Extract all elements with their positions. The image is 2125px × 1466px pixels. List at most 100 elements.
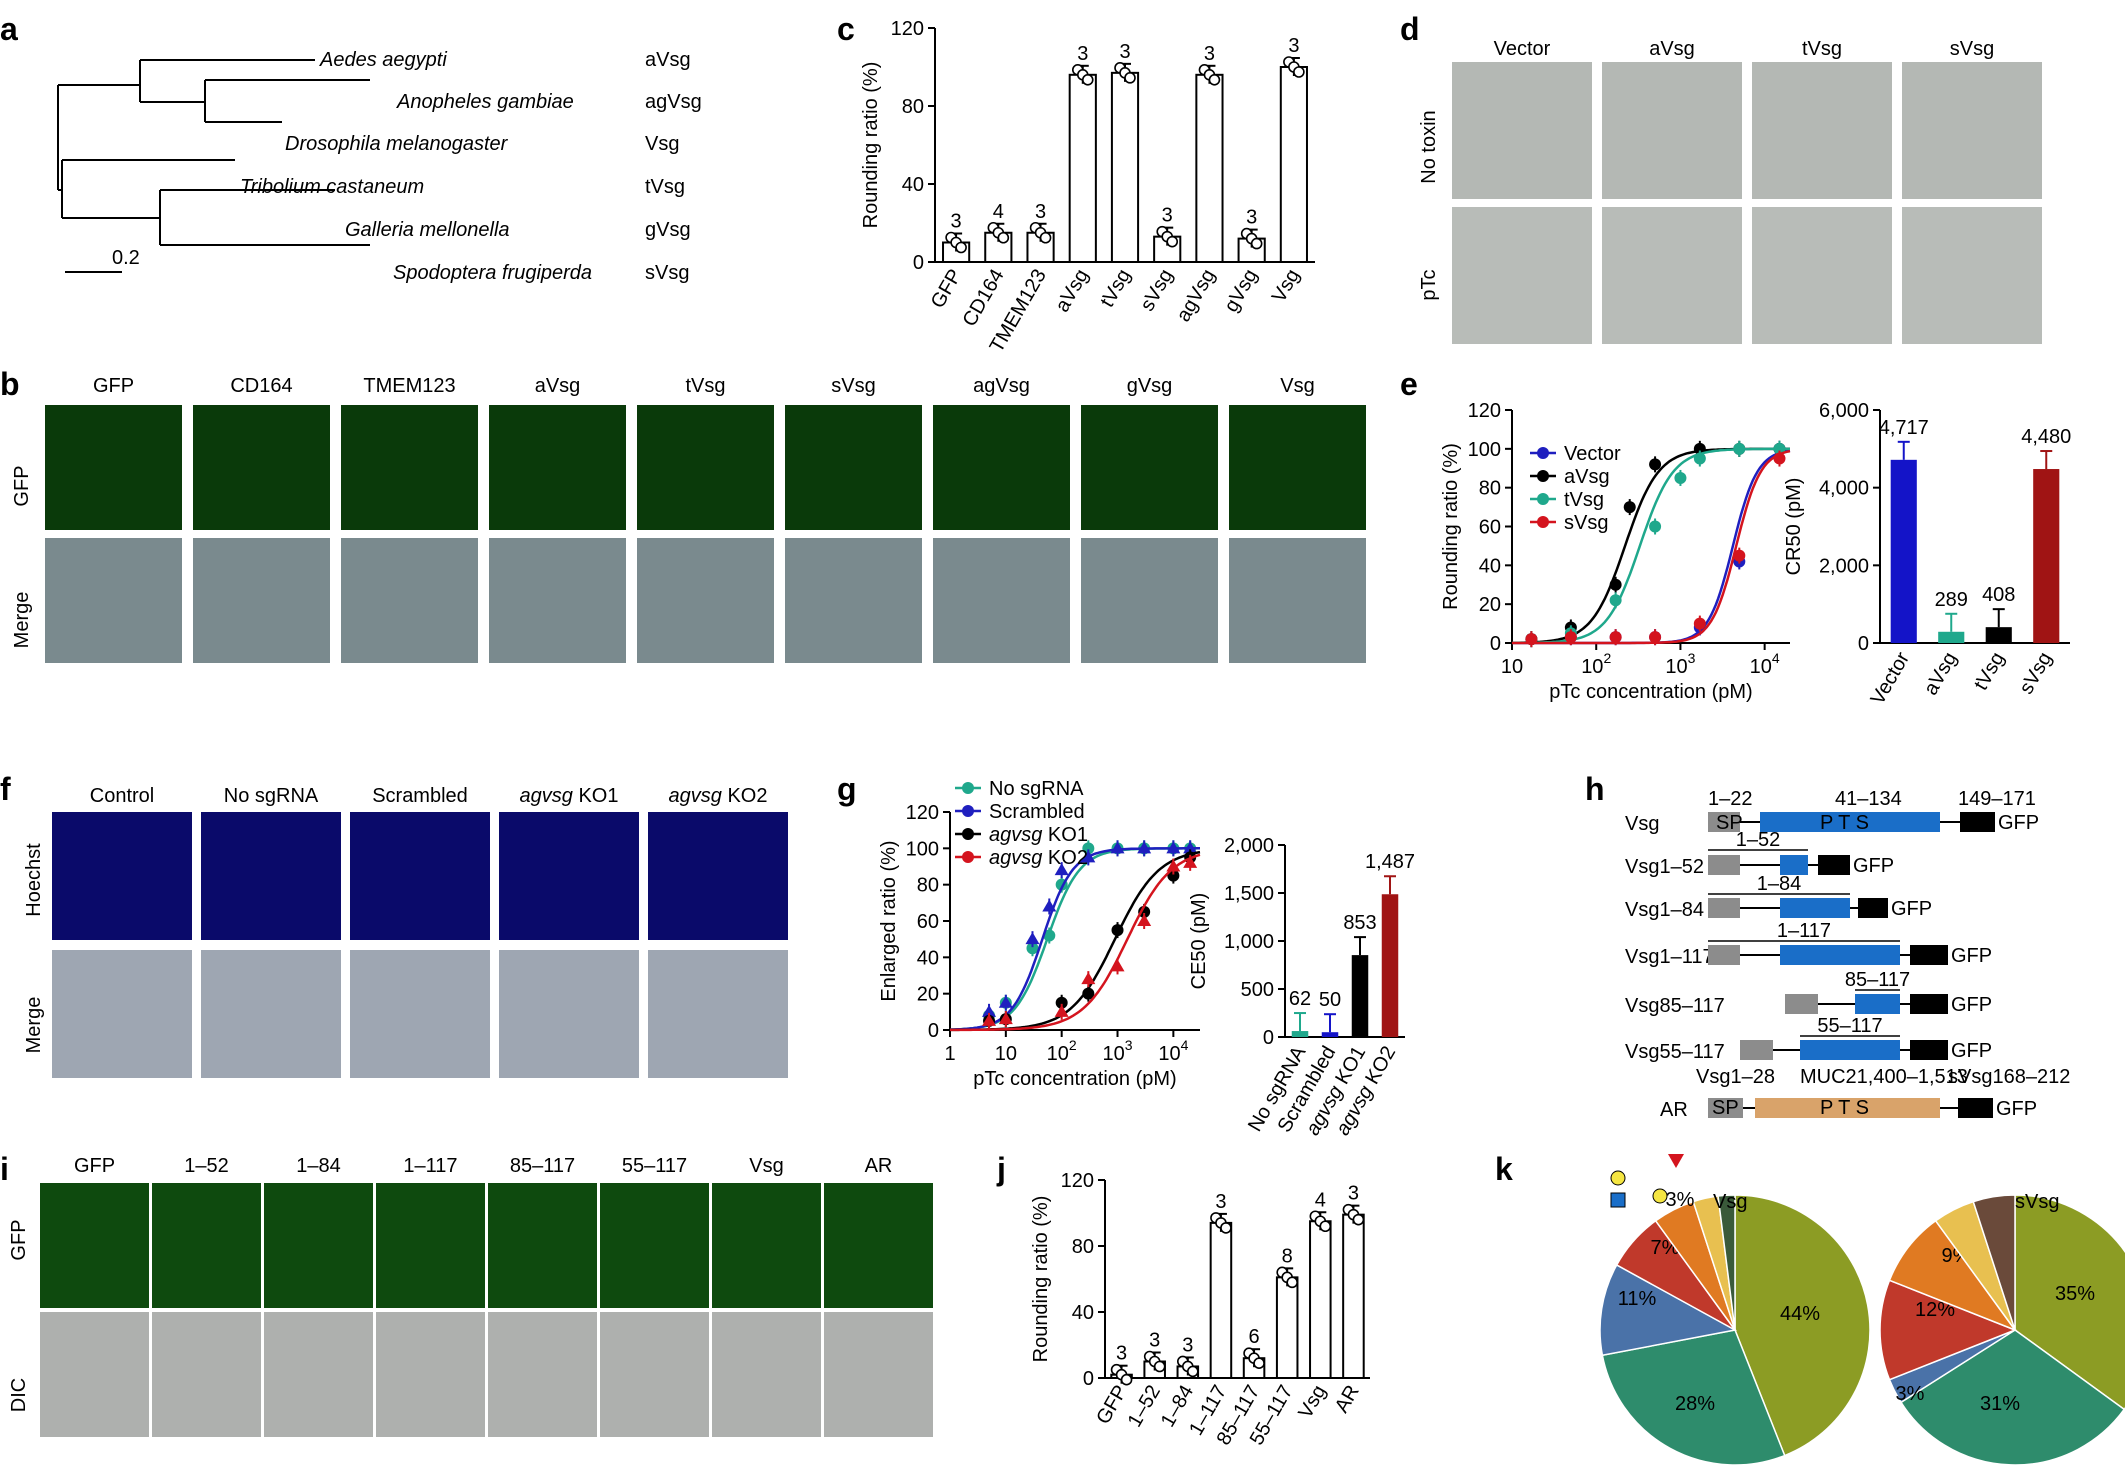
data-point [1609,631,1622,644]
micrograph-image [499,950,639,1078]
pie-slice [1717,1194,1736,1331]
micrograph-image [712,1183,821,1308]
tm-domain [1858,898,1888,918]
n-label: 3 [1182,1334,1193,1356]
sp-domain [1708,855,1740,875]
value-label: 408 [1982,584,2015,606]
data-point [997,231,1010,244]
x-tick-exponent: 3 [1688,650,1696,666]
legend-marker [1537,516,1549,528]
micrograph-image [376,1312,485,1437]
data-point [1293,66,1305,78]
data-point [1054,863,1069,876]
column-header: GFP [74,1155,115,1177]
legend-marker [1537,447,1549,459]
data-point [1733,442,1746,455]
bar [1209,1221,1233,1380]
y-tick-label: 120 [906,802,939,824]
y-axis-label: Rounding ratio (%) [860,62,882,229]
micrograph-image [1902,207,2042,344]
column-header-rest: KO2 [722,785,768,807]
column-header: Control [90,785,154,807]
legend-marker [1537,493,1549,505]
series-line [1512,447,1790,645]
y-axis-label: Enlarged ratio (%) [878,840,900,1001]
range-label: MUC21,400–1,513 [1800,1066,1968,1088]
sp-domain [1708,898,1740,918]
micrograph-image [45,405,182,530]
micrograph-image [264,1183,373,1308]
gfp-tag: GFP [1891,898,1932,920]
slice-label: 11% [1618,1288,1657,1310]
chart-k-pie-vsg: 44%28%11%7%3% Vsg [1599,1154,1871,1466]
y-tick-label: 0 [1490,633,1501,655]
y-tick-label: 80 [902,96,924,118]
x-tick-label: Vsg [1268,266,1304,307]
bar [1351,955,1369,1037]
data-point [1166,235,1179,248]
x-tick-label: AR [1331,1382,1364,1417]
tm-domain [1910,994,1948,1014]
data-point [1124,72,1136,84]
column-header: 1–117 [403,1155,457,1177]
micrograph-image [933,405,1070,530]
pie-title: Vsg [1713,1191,1747,1213]
x-tick-exponent: 4 [1772,650,1780,666]
data-point [998,995,1013,1008]
column-header: No sgRNA [224,785,319,807]
y-tick-label: 6,000 [1819,400,1869,422]
gene-code: sVsg [645,262,689,284]
legend-marker [962,805,974,817]
pie-slice [1879,1279,2018,1381]
data-point [1649,631,1662,644]
glycan-icon [1610,1192,1626,1208]
y-tick-label: 500 [1241,979,1274,1001]
column-header: aVsg [1649,38,1695,60]
x-axis-label: pTc concentration (pM) [973,1068,1176,1090]
column-header: 85–117 [510,1155,575,1177]
y-tick-label: 0 [928,1020,939,1042]
sp-domain [1708,945,1740,965]
gene-code: agVsg [645,91,702,113]
gene-code: gVsg [645,219,691,241]
data-point [1208,74,1221,86]
legend-label: No sgRNA [989,778,1084,800]
micrograph-image [489,405,626,530]
panel-label-d: d [1400,11,1420,47]
data-point [1110,841,1125,854]
x-tick-label: Vector [1867,648,1915,708]
gene-code: Vsg [645,133,679,155]
n-label: 3 [1215,1191,1226,1213]
data-point [1250,237,1263,250]
pie-title: sVsg [2015,1191,2059,1213]
micrograph-image [785,405,922,530]
species-label: Aedes aegypti [319,49,447,71]
n-label: 8 [1282,1245,1293,1267]
micrograph-image [201,812,341,940]
bar [1321,1032,1339,1037]
micrograph-image [489,538,626,663]
y-axis-label: Rounding ratio (%) [1440,443,1462,610]
micrograph-image [648,950,788,1078]
row-label: pTc [1418,269,1440,300]
panel-label-i: i [0,1151,9,1187]
data-point [1166,841,1181,854]
data-point [998,1012,1013,1025]
x-tick-exponent: 2 [1603,650,1611,666]
bar [1342,1213,1365,1380]
y-tick-label: 80 [1479,478,1501,500]
row-label: DIC [8,1378,30,1412]
bar [2033,469,2060,643]
range-label: 41–134 [1835,788,1902,810]
micrograph-image [1452,62,1592,199]
legend-label-rest: KO2 [1042,847,1088,869]
data-point [1693,617,1706,630]
gfp-tag: GFP [1996,1098,2037,1120]
panel-label-e: e [1400,366,1418,402]
y-tick-label: 1,000 [1224,931,1274,953]
data-point [1649,458,1662,471]
y-tick-label: 2,000 [1224,835,1274,857]
data-point [1319,1220,1332,1233]
column-header: gVsg [1127,375,1173,397]
